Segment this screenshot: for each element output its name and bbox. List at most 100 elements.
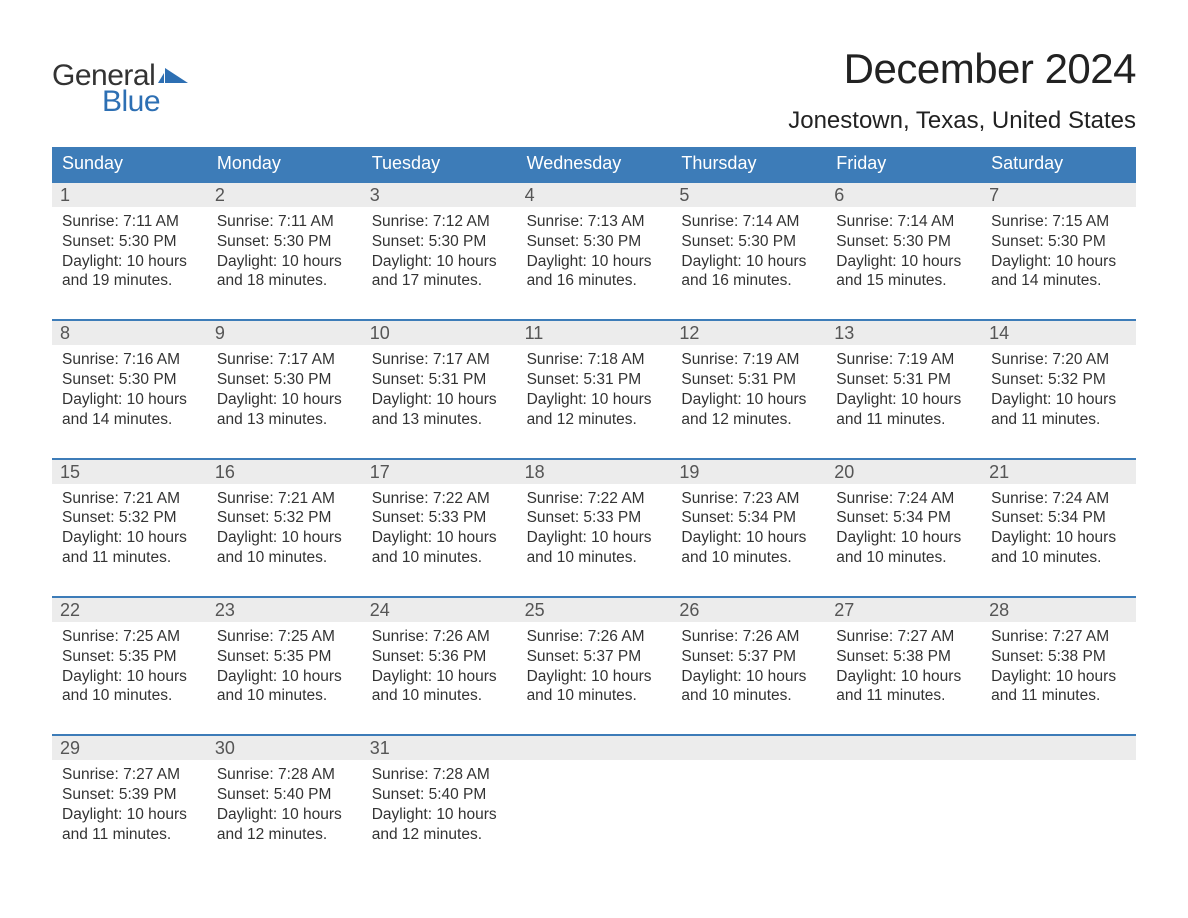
- brand-logo: General Blue: [52, 45, 190, 119]
- day-details: Sunrise: 7:26 AMSunset: 5:37 PMDaylight:…: [517, 622, 672, 710]
- sunset-line: Sunset: 5:34 PM: [836, 508, 971, 528]
- day-details: Sunrise: 7:24 AMSunset: 5:34 PMDaylight:…: [981, 484, 1136, 572]
- day-number: 26: [671, 598, 826, 622]
- daylight-line: Daylight: 10 hours and 13 minutes.: [217, 390, 352, 430]
- calendar-day: 28Sunrise: 7:27 AMSunset: 5:38 PMDayligh…: [981, 598, 1136, 710]
- weekday-header: Sunday Monday Tuesday Wednesday Thursday…: [52, 147, 1136, 181]
- daylight-line: Daylight: 10 hours and 10 minutes.: [372, 528, 507, 568]
- day-details: Sunrise: 7:28 AMSunset: 5:40 PMDaylight:…: [207, 760, 362, 848]
- daylight-line: Daylight: 10 hours and 10 minutes.: [527, 528, 662, 568]
- sunrise-line: Sunrise: 7:27 AM: [62, 765, 197, 785]
- weekday-wed: Wednesday: [517, 147, 672, 181]
- daylight-line: Daylight: 10 hours and 13 minutes.: [372, 390, 507, 430]
- calendar-day: [981, 736, 1136, 848]
- sunset-line: Sunset: 5:31 PM: [836, 370, 971, 390]
- daylight-line: Daylight: 10 hours and 11 minutes.: [62, 805, 197, 845]
- day-number: 14: [981, 321, 1136, 345]
- daylight-line: Daylight: 10 hours and 10 minutes.: [991, 528, 1126, 568]
- sunrise-line: Sunrise: 7:25 AM: [217, 627, 352, 647]
- calendar-day: 12Sunrise: 7:19 AMSunset: 5:31 PMDayligh…: [671, 321, 826, 433]
- sunset-line: Sunset: 5:32 PM: [991, 370, 1126, 390]
- daylight-line: Daylight: 10 hours and 10 minutes.: [681, 667, 816, 707]
- day-details: Sunrise: 7:18 AMSunset: 5:31 PMDaylight:…: [517, 345, 672, 433]
- calendar-week: 8Sunrise: 7:16 AMSunset: 5:30 PMDaylight…: [52, 319, 1136, 433]
- calendar-day: 16Sunrise: 7:21 AMSunset: 5:32 PMDayligh…: [207, 460, 362, 572]
- day-details: Sunrise: 7:13 AMSunset: 5:30 PMDaylight:…: [517, 207, 672, 295]
- day-number: 25: [517, 598, 672, 622]
- day-number: 9: [207, 321, 362, 345]
- day-number: 29: [52, 736, 207, 760]
- day-number: 18: [517, 460, 672, 484]
- calendar-day: 23Sunrise: 7:25 AMSunset: 5:35 PMDayligh…: [207, 598, 362, 710]
- sunrise-line: Sunrise: 7:28 AM: [372, 765, 507, 785]
- calendar-day: 26Sunrise: 7:26 AMSunset: 5:37 PMDayligh…: [671, 598, 826, 710]
- sunrise-line: Sunrise: 7:28 AM: [217, 765, 352, 785]
- calendar-day: 1Sunrise: 7:11 AMSunset: 5:30 PMDaylight…: [52, 183, 207, 295]
- daylight-line: Daylight: 10 hours and 10 minutes.: [527, 667, 662, 707]
- weekday-mon: Monday: [207, 147, 362, 181]
- day-details: Sunrise: 7:14 AMSunset: 5:30 PMDaylight:…: [671, 207, 826, 295]
- calendar-week: 22Sunrise: 7:25 AMSunset: 5:35 PMDayligh…: [52, 596, 1136, 710]
- sunset-line: Sunset: 5:39 PM: [62, 785, 197, 805]
- month-title: December 2024: [788, 45, 1136, 93]
- brand-part2: Blue: [102, 85, 160, 119]
- calendar: Sunday Monday Tuesday Wednesday Thursday…: [52, 147, 1136, 849]
- daylight-line: Daylight: 10 hours and 11 minutes.: [836, 390, 971, 430]
- day-details: Sunrise: 7:25 AMSunset: 5:35 PMDaylight:…: [207, 622, 362, 710]
- calendar-day: 24Sunrise: 7:26 AMSunset: 5:36 PMDayligh…: [362, 598, 517, 710]
- calendar-day: 9Sunrise: 7:17 AMSunset: 5:30 PMDaylight…: [207, 321, 362, 433]
- day-number: 28: [981, 598, 1136, 622]
- day-number: 6: [826, 183, 981, 207]
- sunset-line: Sunset: 5:30 PM: [217, 232, 352, 252]
- day-details: Sunrise: 7:27 AMSunset: 5:38 PMDaylight:…: [981, 622, 1136, 710]
- sunset-line: Sunset: 5:31 PM: [681, 370, 816, 390]
- sunrise-line: Sunrise: 7:11 AM: [62, 212, 197, 232]
- calendar-day: 15Sunrise: 7:21 AMSunset: 5:32 PMDayligh…: [52, 460, 207, 572]
- sunrise-line: Sunrise: 7:27 AM: [991, 627, 1126, 647]
- calendar-day: 29Sunrise: 7:27 AMSunset: 5:39 PMDayligh…: [52, 736, 207, 848]
- sunset-line: Sunset: 5:35 PM: [217, 647, 352, 667]
- day-number: 12: [671, 321, 826, 345]
- day-number: 10: [362, 321, 517, 345]
- day-number: 20: [826, 460, 981, 484]
- day-number: [981, 736, 1136, 760]
- sunset-line: Sunset: 5:38 PM: [991, 647, 1126, 667]
- sunset-line: Sunset: 5:36 PM: [372, 647, 507, 667]
- sunset-line: Sunset: 5:33 PM: [527, 508, 662, 528]
- day-number: 16: [207, 460, 362, 484]
- sunset-line: Sunset: 5:32 PM: [62, 508, 197, 528]
- sunset-line: Sunset: 5:30 PM: [62, 232, 197, 252]
- calendar-week: 1Sunrise: 7:11 AMSunset: 5:30 PMDaylight…: [52, 181, 1136, 295]
- daylight-line: Daylight: 10 hours and 14 minutes.: [62, 390, 197, 430]
- day-details: Sunrise: 7:14 AMSunset: 5:30 PMDaylight:…: [826, 207, 981, 295]
- day-number: 15: [52, 460, 207, 484]
- day-details: Sunrise: 7:21 AMSunset: 5:32 PMDaylight:…: [52, 484, 207, 572]
- daylight-line: Daylight: 10 hours and 10 minutes.: [372, 667, 507, 707]
- weekday-tue: Tuesday: [362, 147, 517, 181]
- day-number: 19: [671, 460, 826, 484]
- sunset-line: Sunset: 5:34 PM: [991, 508, 1126, 528]
- daylight-line: Daylight: 10 hours and 12 minutes.: [372, 805, 507, 845]
- calendar-day: 5Sunrise: 7:14 AMSunset: 5:30 PMDaylight…: [671, 183, 826, 295]
- sunset-line: Sunset: 5:31 PM: [527, 370, 662, 390]
- calendar-day: 25Sunrise: 7:26 AMSunset: 5:37 PMDayligh…: [517, 598, 672, 710]
- sunrise-line: Sunrise: 7:14 AM: [681, 212, 816, 232]
- day-number: 24: [362, 598, 517, 622]
- day-details: Sunrise: 7:26 AMSunset: 5:36 PMDaylight:…: [362, 622, 517, 710]
- day-number: 1: [52, 183, 207, 207]
- day-details: Sunrise: 7:19 AMSunset: 5:31 PMDaylight:…: [671, 345, 826, 433]
- sunrise-line: Sunrise: 7:12 AM: [372, 212, 507, 232]
- day-number: 11: [517, 321, 672, 345]
- day-details: Sunrise: 7:27 AMSunset: 5:39 PMDaylight:…: [52, 760, 207, 848]
- day-details: Sunrise: 7:19 AMSunset: 5:31 PMDaylight:…: [826, 345, 981, 433]
- sunset-line: Sunset: 5:37 PM: [681, 647, 816, 667]
- calendar-day: 11Sunrise: 7:18 AMSunset: 5:31 PMDayligh…: [517, 321, 672, 433]
- sunset-line: Sunset: 5:30 PM: [836, 232, 971, 252]
- daylight-line: Daylight: 10 hours and 16 minutes.: [681, 252, 816, 292]
- sunset-line: Sunset: 5:32 PM: [217, 508, 352, 528]
- daylight-line: Daylight: 10 hours and 16 minutes.: [527, 252, 662, 292]
- sunrise-line: Sunrise: 7:17 AM: [217, 350, 352, 370]
- day-number: 8: [52, 321, 207, 345]
- weekday-sun: Sunday: [52, 147, 207, 181]
- sunrise-line: Sunrise: 7:11 AM: [217, 212, 352, 232]
